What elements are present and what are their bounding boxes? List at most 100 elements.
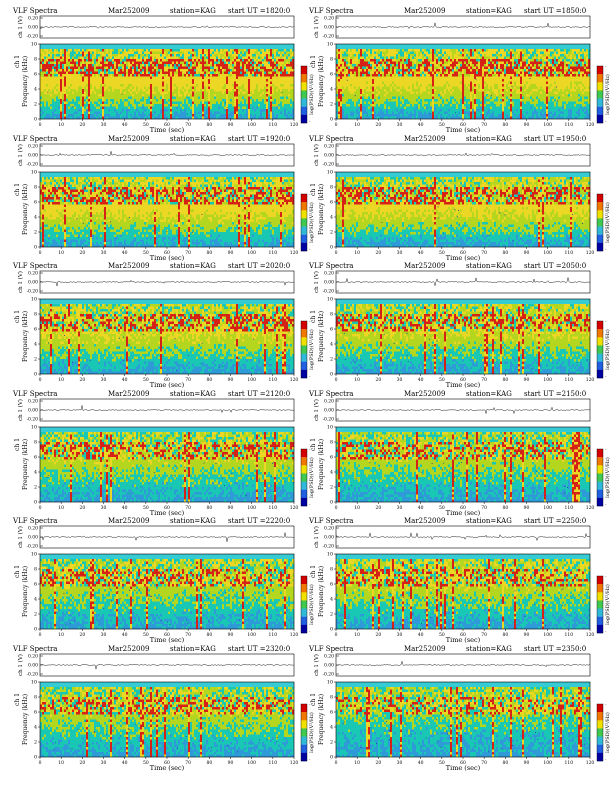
spectrogram-cell xyxy=(360,101,363,105)
spectrogram-cell xyxy=(240,111,243,115)
spectrogram-cell xyxy=(404,91,407,95)
spectrogram-cell xyxy=(102,49,105,52)
spectrogram-cell xyxy=(392,76,395,80)
spectrogram-cell xyxy=(100,109,103,112)
spectrogram-cell xyxy=(146,79,149,82)
spectrogram-cell xyxy=(148,76,151,80)
spectrogram-cell xyxy=(40,44,43,47)
spectrogram-cell xyxy=(398,49,401,52)
spectrogram-cell xyxy=(228,101,231,105)
spectrogram-cell xyxy=(384,101,387,105)
spectrogram-cell xyxy=(100,86,103,90)
spectrogram-cell xyxy=(166,66,169,70)
spectrogram-cell xyxy=(110,59,113,62)
spectrogram-cell xyxy=(72,101,75,105)
spectrogram-cell xyxy=(406,71,409,75)
spectrogram-cell xyxy=(78,79,81,82)
spectrogram-cell xyxy=(68,64,71,67)
spectrogram-cell xyxy=(140,96,143,100)
spectrogram-cell xyxy=(178,61,181,65)
spectrogram-cell xyxy=(234,106,237,110)
spectrogram-cell xyxy=(54,96,57,100)
spectrogram-cell xyxy=(98,64,101,67)
spectrogram-cell xyxy=(68,79,71,82)
spectrogram-cell xyxy=(40,64,43,67)
spectrogram-cell xyxy=(228,114,231,117)
spectrogram-cell xyxy=(386,76,389,80)
spectrogram-cell xyxy=(140,56,143,60)
spectrogram-cell xyxy=(180,79,183,82)
spectrogram-cell xyxy=(256,99,259,102)
spectrogram-cell xyxy=(154,116,157,120)
spectrogram-cell xyxy=(258,109,261,112)
spectrogram-cell xyxy=(178,86,181,90)
spectrogram-cell xyxy=(92,106,95,110)
spectrogram-cell xyxy=(44,111,47,115)
spectrogram-cell xyxy=(362,96,365,100)
spectrogram-cell xyxy=(172,109,175,112)
spectrogram-cell xyxy=(110,94,113,97)
spectrogram-cell xyxy=(386,116,389,120)
spectrogram-cell xyxy=(256,81,259,85)
spectrogram-cell xyxy=(54,59,57,62)
spectrogram-cell xyxy=(364,106,367,110)
spectrogram-cell xyxy=(254,49,257,52)
spectrogram-cell xyxy=(394,79,397,82)
spectrogram-cell xyxy=(386,111,389,115)
spectrogram-cell xyxy=(158,86,161,90)
spectrogram-cell xyxy=(194,64,197,67)
spectrogram-cell xyxy=(348,76,351,80)
spectrogram-cell xyxy=(48,69,51,72)
spectrogram-cell xyxy=(364,74,367,77)
spectrogram-cell xyxy=(180,74,183,77)
spectrogram-cell xyxy=(378,116,381,120)
spectrogram-cell xyxy=(60,89,63,92)
spectrogram-cell xyxy=(206,54,209,57)
spectrogram-cell xyxy=(46,109,49,112)
spectrogram-cell xyxy=(40,46,43,50)
spectrogram-cell xyxy=(48,116,51,120)
spectrogram-cell xyxy=(202,114,205,117)
spectrogram-cell xyxy=(340,84,343,87)
spectrogram-cell xyxy=(158,96,161,100)
spectrogram-cell xyxy=(404,114,407,117)
spectrogram-cell xyxy=(406,91,409,95)
spectrogram-cell xyxy=(278,44,281,47)
spectrogram-cell xyxy=(184,101,187,105)
spectrogram-cell xyxy=(140,79,143,82)
spectrogram-cell xyxy=(50,74,53,77)
spectrogram-cell xyxy=(126,61,129,65)
spectrogram-cell xyxy=(210,69,213,72)
spectrogram-cell xyxy=(394,74,397,77)
spectrogram-cell xyxy=(216,116,219,120)
spectrogram-cell xyxy=(382,76,385,80)
spectrogram-cell xyxy=(380,54,383,57)
spectrogram-cell xyxy=(274,94,277,97)
spectrogram-cell xyxy=(114,84,117,87)
spectrogram-cell xyxy=(200,59,203,62)
spectrogram-cell xyxy=(112,111,115,115)
spectrogram-cell xyxy=(240,54,243,57)
spectrogram-cell xyxy=(206,59,209,62)
spectrogram-cell xyxy=(128,54,131,57)
spectrogram-cell xyxy=(372,79,375,82)
spectrogram-cell xyxy=(274,91,277,95)
spectrogram-cell xyxy=(364,56,367,60)
spectrogram-cell xyxy=(52,109,55,112)
spectrogram-cell xyxy=(344,114,347,117)
spectrogram-cell xyxy=(258,51,261,55)
spectrogram-cell xyxy=(366,51,369,55)
spectrogram-cell xyxy=(138,84,141,87)
spectrogram-cell xyxy=(170,94,173,97)
spectrogram-cell xyxy=(340,61,343,65)
spectrogram-cell xyxy=(92,61,95,65)
spectrogram-cell xyxy=(262,49,265,52)
spectrogram-cell xyxy=(168,89,171,92)
spectrogram-cell xyxy=(254,64,257,67)
spectrogram-cell xyxy=(154,111,157,115)
spectrogram-cell xyxy=(184,49,187,52)
spectrogram-cell xyxy=(368,54,371,57)
spectrogram-cell xyxy=(210,64,213,67)
spectrogram-cell xyxy=(54,76,57,80)
spectrogram-cell xyxy=(394,56,397,60)
